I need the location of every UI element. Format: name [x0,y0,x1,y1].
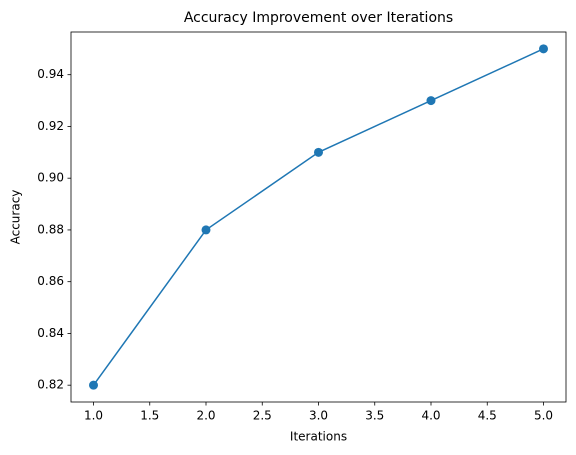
marker [89,380,98,390]
marker [314,147,323,157]
y-tick-label: 0.94 [37,67,64,81]
x-tick-label: 2.5 [253,409,272,423]
x-tick-label: 3.5 [365,409,384,423]
x-tick-label: 4.0 [421,409,440,423]
plot-frame [70,31,567,403]
y-tick-label: 0.92 [37,119,64,133]
y-tick-label: 0.84 [37,326,64,340]
chart-title: Accuracy Improvement over Iterations [184,10,453,26]
line [92,48,544,386]
y-tick-label: 0.90 [37,171,64,185]
y-axis-label: Accuracy [9,190,23,245]
x-tick-label: 5.0 [534,409,553,423]
y-tick-label: 0.82 [37,378,64,392]
marker [539,44,548,54]
x-tick-label: 3.0 [309,409,328,423]
x-axis-label: Iterations [290,430,347,444]
x-tick-label: 4.5 [478,409,497,423]
marker [426,96,436,106]
x-tick-label: 1.5 [140,409,159,423]
y-tick-label: 0.86 [37,274,64,288]
x-tick-label: 2.0 [196,409,215,423]
x-tick-label: 1.0 [84,409,103,423]
marker [201,225,211,235]
y-tick-label: 0.88 [37,222,64,236]
